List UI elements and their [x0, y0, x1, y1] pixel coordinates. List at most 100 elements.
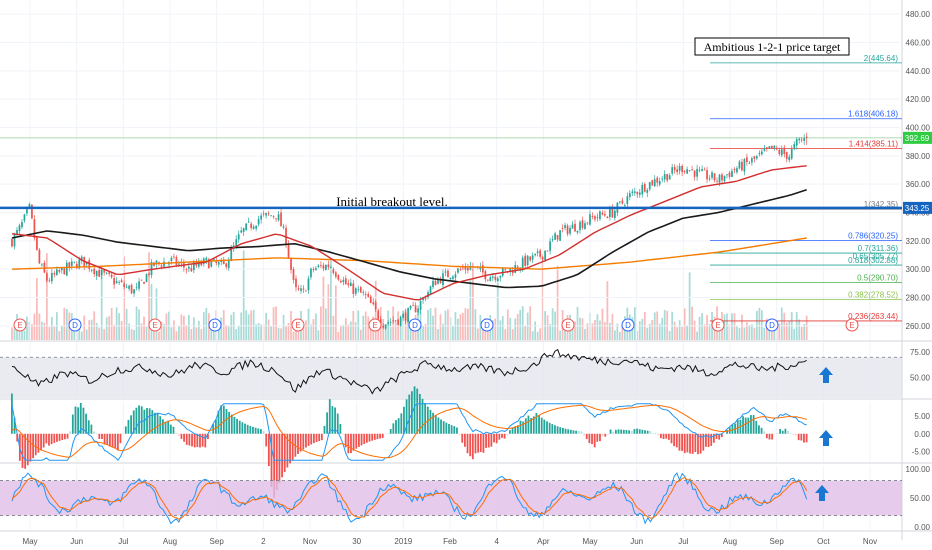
candle-body	[68, 262, 71, 268]
dividend-marker[interactable]: D	[408, 318, 422, 332]
volume-bar	[332, 315, 335, 340]
stochastic-panel[interactable]: 100.00 50.00 0.00	[0, 465, 931, 532]
macd-histogram-bar	[318, 433, 321, 442]
candle-body	[651, 180, 654, 186]
candle-body	[701, 169, 703, 171]
marker-letter: D	[769, 321, 775, 330]
macd-histogram-bar	[336, 413, 339, 434]
macd-histogram-bar	[519, 420, 522, 434]
stoch-tick-label: 50.00	[910, 494, 931, 503]
volume-bar	[760, 310, 763, 340]
macd-histogram-bar	[445, 422, 448, 434]
candle-body	[681, 165, 684, 173]
macd-histogram-bar	[199, 433, 201, 448]
macd-histogram-bar	[577, 431, 580, 434]
candle-body	[581, 220, 584, 228]
macd-histogram-bar	[781, 430, 784, 434]
candle-body	[551, 239, 554, 241]
candle-body	[706, 170, 708, 180]
macd-histogram-bar	[177, 433, 180, 436]
volume-bar	[434, 307, 437, 340]
volume-bar	[469, 278, 472, 340]
candle-body	[60, 267, 63, 271]
rsi-panel[interactable]: 75.00 50.00	[0, 348, 931, 398]
time-tick-label: Nov	[303, 537, 317, 546]
candle-body	[783, 147, 786, 154]
macd-histogram-bar	[114, 433, 117, 449]
volume-bar	[217, 321, 220, 340]
macd-histogram-bar	[233, 416, 236, 434]
macd-histogram-bar	[127, 419, 130, 434]
candle-body	[327, 264, 330, 268]
candle-body	[100, 269, 103, 276]
candle-body	[95, 270, 98, 277]
volume-bar	[541, 253, 544, 340]
macd-histogram-bar	[11, 393, 13, 434]
horizontal-levels[interactable]	[0, 137, 902, 210]
earnings-marker[interactable]: E	[148, 318, 162, 332]
candle-body	[178, 263, 180, 265]
macd-histogram-bar	[712, 433, 715, 443]
volume-bar	[601, 308, 604, 340]
dividend-marker[interactable]: D	[68, 318, 82, 332]
volume-bar	[175, 331, 178, 340]
dividend-marker[interactable]: D	[480, 318, 494, 332]
dividend-marker[interactable]: D	[765, 318, 779, 332]
candle-body	[118, 282, 120, 284]
time-tick-label: 2019	[394, 537, 412, 546]
macd-histogram-bar	[612, 431, 615, 434]
candle-body	[671, 167, 674, 174]
candle-body	[46, 273, 48, 281]
candle-body	[594, 216, 596, 220]
target-box	[694, 37, 850, 56]
volume-bar	[255, 324, 258, 340]
macd-histogram-bar	[291, 433, 294, 460]
candle-body	[302, 288, 305, 290]
candle-body	[135, 286, 138, 288]
candle-body	[128, 285, 130, 289]
candle-body	[115, 281, 118, 284]
candle-body	[277, 214, 280, 221]
macd-histogram-bar	[580, 431, 583, 434]
time-tick-label: 2	[261, 537, 266, 546]
macd-histogram-bar	[493, 433, 495, 443]
macd-histogram-bar	[569, 429, 572, 434]
candle-body	[549, 241, 551, 251]
dividend-marker[interactable]: D	[208, 318, 222, 332]
macd-histogram-bar	[58, 433, 61, 441]
earnings-marker[interactable]: E	[561, 318, 575, 332]
volume-bar	[362, 315, 365, 340]
volume-bar	[559, 330, 561, 340]
earnings-marker[interactable]: E	[368, 318, 382, 332]
volume-bar	[327, 284, 330, 340]
earnings-marker[interactable]: E	[711, 318, 725, 332]
candle-body	[41, 264, 43, 266]
macd-histogram-bar	[376, 433, 379, 440]
candle-body	[589, 214, 591, 225]
candle-body	[449, 277, 452, 279]
dividend-marker[interactable]: D	[621, 318, 635, 332]
earnings-marker[interactable]: E	[291, 318, 305, 332]
earnings-marker[interactable]: E	[13, 318, 27, 332]
candle-body	[155, 260, 158, 264]
price-tick-label: 300.00	[906, 265, 931, 274]
macd-histogram-bar	[776, 433, 779, 434]
macd-panel[interactable]: 5.00 0.00 -5.00	[11, 386, 931, 498]
candlesticks[interactable]	[11, 132, 808, 331]
candle-body	[726, 174, 728, 176]
candle-body	[270, 215, 272, 217]
volume-bar	[85, 329, 88, 340]
candle-body	[75, 263, 78, 269]
candle-body	[462, 267, 464, 269]
macd-histogram-bar	[437, 417, 440, 434]
macd-histogram-bar	[628, 430, 631, 434]
marker-circle	[408, 318, 422, 332]
earnings-marker[interactable]: E	[845, 318, 859, 332]
macd-histogram-bar	[61, 433, 64, 441]
fib-level-label: 0.236(263.44)	[848, 312, 898, 321]
macd-histogram-bar	[768, 433, 771, 440]
candle-body	[606, 216, 609, 219]
candle-body	[636, 191, 639, 195]
